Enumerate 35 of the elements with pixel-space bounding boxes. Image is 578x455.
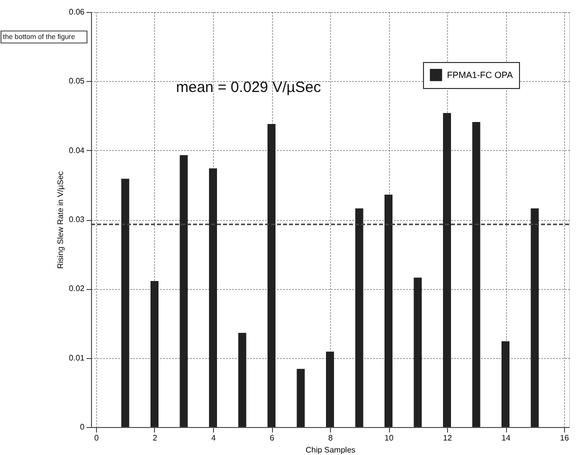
y-tick-label: 0.06 [68, 8, 86, 16]
bar [238, 332, 246, 427]
bar [209, 168, 217, 427]
bar [443, 112, 451, 427]
y-axis-title: Rising Slew Rate in V/µSec [56, 171, 65, 269]
x-tick-label: 10 [384, 434, 394, 442]
x-axis-title: Chip Samples [306, 446, 356, 454]
y-tick-label: 0.05 [68, 76, 86, 86]
bar [530, 208, 539, 427]
bar [384, 194, 392, 427]
bar [268, 124, 276, 427]
x-tick-label: 0 [94, 434, 100, 442]
y-tick-label: 0.01 [68, 353, 86, 362]
x-tick-label: 12 [443, 434, 452, 442]
x-tick-label: 6 [270, 434, 275, 442]
x-tick-label: 8 [328, 434, 334, 442]
bar [296, 368, 305, 427]
y-tick-label: 0 [80, 422, 86, 432]
y-tick-label: 0.04 [68, 146, 86, 155]
x-tick-label: 14 [502, 434, 511, 442]
annotation: mean = 0.029 V/µSec [176, 79, 322, 96]
bar [150, 281, 158, 427]
legend-label: FPMA1-FC OPA [447, 70, 513, 80]
x-tick-label: 4 [211, 434, 216, 442]
bar [414, 278, 422, 427]
bar [326, 352, 334, 427]
bar [180, 155, 188, 427]
bar [502, 341, 510, 427]
y-tick-label: 0.03 [68, 215, 86, 224]
bar [355, 208, 364, 427]
y-tick-label: 0.02 [68, 284, 86, 294]
x-tick-label: 2 [152, 434, 158, 442]
bar [472, 122, 480, 427]
x-tick-label: 16 [560, 434, 570, 442]
bar [121, 178, 130, 427]
